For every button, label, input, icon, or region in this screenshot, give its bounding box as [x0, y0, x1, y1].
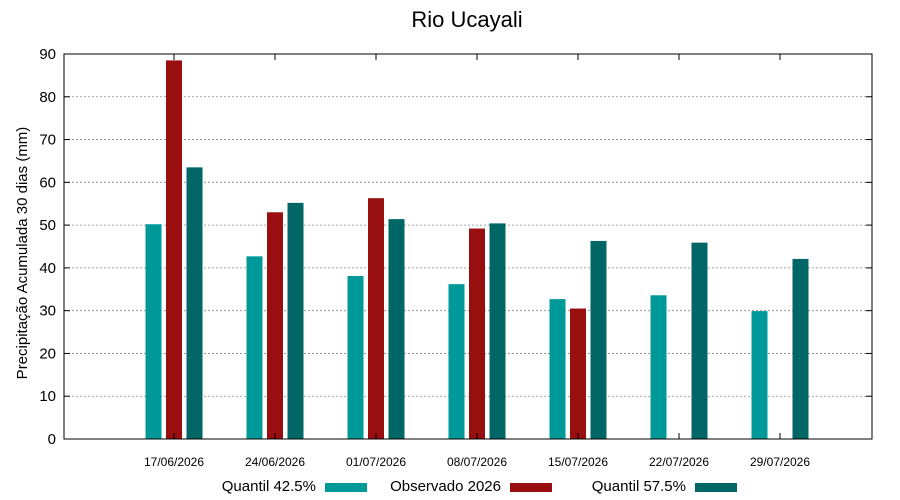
x-tick-label: 17/06/2026	[144, 455, 204, 469]
bar	[570, 308, 586, 439]
y-tick-label: 0	[48, 431, 56, 448]
y-axis-label: Precipitação Acumulada 30 dias (mm)	[14, 127, 31, 380]
x-tick-label: 22/07/2026	[649, 455, 709, 469]
y-tick-label: 50	[39, 217, 56, 234]
bar	[186, 167, 203, 439]
x-tick-label: 01/07/2026	[346, 455, 406, 469]
plot-frame	[63, 53, 873, 440]
legend-swatch	[325, 483, 367, 492]
legend-label: Quantil 57.5%	[592, 478, 686, 495]
bar	[287, 202, 304, 439]
bar	[145, 224, 162, 439]
y-tick-label: 40	[39, 260, 56, 277]
legend: Quantil 42.5% Observado 2026 Quantil 57.5%	[222, 478, 737, 495]
legend-label: Observado 2026	[390, 478, 501, 495]
bar	[489, 223, 506, 439]
bar	[368, 198, 384, 439]
y-tick-label: 20	[39, 345, 56, 362]
bar	[347, 276, 364, 439]
y-tick-label: 90	[39, 46, 56, 63]
x-tick-label: 15/07/2026	[548, 455, 608, 469]
bar	[246, 256, 263, 439]
y-tick-label: 30	[39, 303, 56, 320]
chart-title: Rio Ucayali	[411, 7, 522, 32]
bar	[469, 228, 485, 439]
x-axis-ticks: 17/06/2026 24/06/2026 01/07/2026 08/07/2026…	[144, 54, 810, 469]
bar	[267, 212, 283, 439]
y-tick-label: 80	[39, 89, 56, 106]
bar	[166, 60, 182, 440]
x-tick-label: 29/07/2026	[750, 455, 810, 469]
bar	[448, 284, 465, 439]
bar	[691, 242, 708, 439]
bars	[145, 60, 809, 440]
legend-swatch	[695, 483, 737, 492]
bar	[792, 258, 809, 439]
y-axis-ticks: 0 10 20 30 40 50 60 70 80 90	[39, 46, 872, 448]
x-tick-label: 08/07/2026	[447, 455, 507, 469]
y-tick-label: 60	[39, 174, 56, 191]
y-tick-label: 10	[39, 388, 56, 405]
x-tick-label: 24/06/2026	[245, 455, 305, 469]
grid-lines	[64, 96, 872, 397]
bar	[549, 299, 566, 439]
bar	[751, 311, 768, 439]
legend-label: Quantil 42.5%	[222, 478, 316, 495]
bar	[650, 295, 667, 439]
bar	[590, 240, 607, 439]
y-tick-label: 70	[39, 132, 56, 149]
legend-swatch	[510, 483, 552, 492]
bar	[388, 219, 405, 439]
